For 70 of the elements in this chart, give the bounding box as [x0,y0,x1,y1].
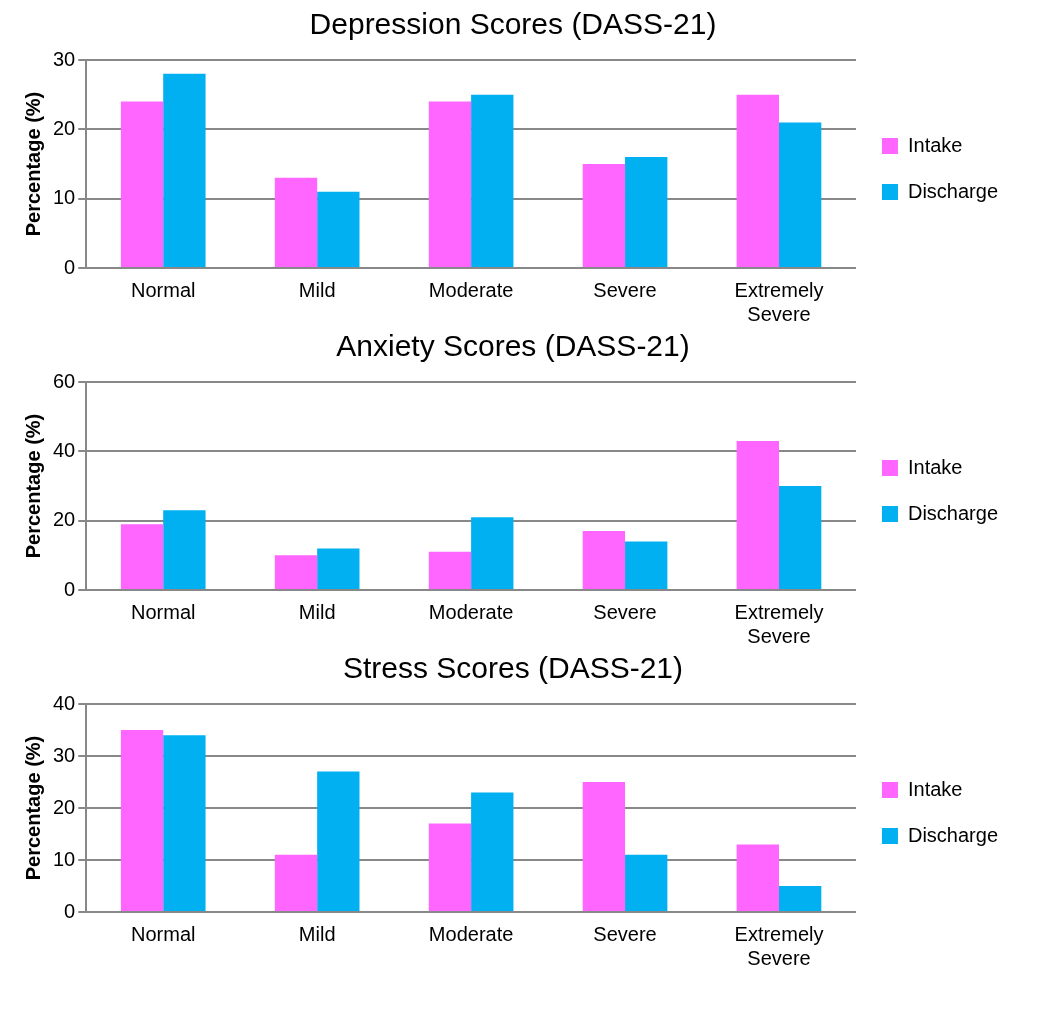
y-tick-label: 0 [64,899,76,922]
bar [778,122,822,267]
x-tick-label: Moderate [428,600,514,623]
bar [120,730,164,911]
legend-label: Discharge [907,501,999,524]
x-tick-label: Mild [298,922,336,945]
chart-title: Depression Scores (DASS-21) [309,7,717,41]
bar [582,531,626,589]
legend-label: Discharge [907,179,999,202]
bar [582,782,626,911]
y-tick-label: 20 [53,795,76,818]
legend-label: Intake [907,133,963,156]
bar [120,101,164,267]
x-tick-label: Extremely Severe [734,278,824,325]
bar [274,854,318,911]
bar [163,73,206,267]
y-tick-label: 60 [53,369,76,392]
y-tick-label: 10 [53,847,76,870]
bar [736,94,779,267]
y-tick-label: 20 [53,508,76,531]
bar [274,177,318,267]
x-tick-label: Mild [298,278,336,301]
bar [428,823,472,911]
x-tick-label: Normal [130,922,196,945]
x-tick-label: Extremely Severe [734,600,824,647]
y-axis-title: Percentage (%) [21,735,44,881]
bar [163,735,206,911]
bar [625,157,668,267]
bar [317,191,360,267]
y-axis-title: Percentage (%) [21,413,44,559]
bar [163,510,206,589]
bar [778,486,822,589]
x-tick-label: Normal [130,600,196,623]
bar [120,524,164,589]
bar [625,541,668,589]
x-tick-label: Severe [593,600,657,623]
legend-label: Intake [907,777,963,800]
bar [471,94,514,267]
chart-title: Stress Scores (DASS-21) [342,651,684,685]
bar [317,771,360,911]
bar [736,844,779,911]
bar [625,854,668,911]
y-tick-label: 30 [53,47,76,70]
x-tick-label: Extremely Severe [734,922,824,969]
y-tick-label: 30 [53,743,76,766]
x-tick-label: Severe [593,922,657,945]
bar [471,517,514,589]
bar [471,792,514,911]
bar [428,101,472,267]
legend-label: Discharge [907,823,999,846]
y-tick-label: 20 [53,116,76,139]
bar [274,555,318,589]
x-tick-label: Moderate [428,278,514,301]
y-tick-label: 40 [53,691,76,714]
bar [778,886,822,911]
bar [582,164,626,267]
bar [428,551,472,589]
x-tick-label: Moderate [428,922,514,945]
y-tick-label: 40 [53,438,76,461]
y-tick-label: 0 [64,577,76,600]
y-axis-title: Percentage (%) [21,91,44,237]
x-tick-label: Severe [593,278,657,301]
y-tick-label: 10 [53,186,76,209]
bar [317,548,360,589]
y-tick-label: 0 [64,255,76,278]
x-tick-label: Normal [130,278,196,301]
chart-title: Anxiety Scores (DASS-21) [336,329,690,363]
bar [736,440,779,589]
x-tick-label: Mild [298,600,336,623]
legend-label: Intake [907,455,963,478]
